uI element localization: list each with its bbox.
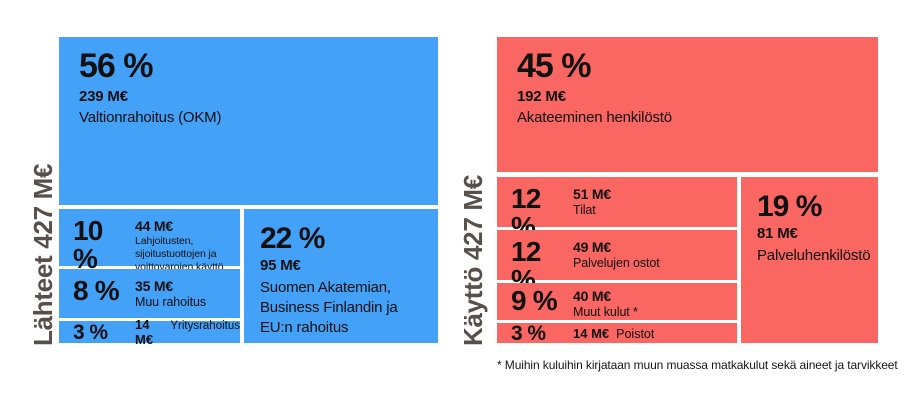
treemap-cell-yritysrahoitus: 3 % 14 M€ Yritysrahoitus	[59, 317, 240, 347]
cell-label: Valtionrahoitus (OKM)	[79, 108, 222, 126]
cell-value: 35 M€	[135, 278, 173, 294]
treemap-cell-tilat: 12 % 51 M€ Tilat	[497, 177, 737, 241]
cell-percent: 19 %	[757, 190, 822, 223]
cell-label: Muut kulut *	[573, 305, 638, 319]
treemap-cell-palvelujen-ostot: 12 % 49 M€ Palvelujen ostot	[497, 230, 737, 294]
treemap-cell-poistot: 3 % 14 M€ Poistot	[497, 321, 737, 345]
cell-value: 14 M€	[135, 317, 154, 347]
cell-label: Tilat	[573, 203, 596, 217]
cell-percent: 9 %	[511, 285, 558, 316]
cell-body: 40 M€ Muut kulut *	[571, 287, 638, 320]
cell-body: 51 M€ Tilat	[571, 185, 611, 218]
cell-body: 35 M€ Muu rahoitus	[133, 277, 206, 310]
usage-treemap: 45 % 192 M€ Akateeminen henkilöstö 12 % …	[497, 37, 878, 345]
treemap-cell-muut-kulut: 9 % 40 M€ Muut kulut *	[497, 283, 737, 320]
cell-percent: 56 %	[79, 47, 154, 85]
cell-percent: 10 %	[73, 215, 103, 274]
cell-body: 44 M€ Lahjoitusten, sijoitustuottojen ja…	[133, 217, 234, 273]
cell-value: 95 M€	[260, 256, 301, 274]
cell-label: Palvelujen ostot	[573, 256, 660, 270]
treemap-cell-palveluhenkilosto: 19 % 81 M€ Palveluhenkilöstö	[741, 177, 878, 343]
treemap-cell-muu-rahoitus: 8 % 35 M€ Muu rahoitus	[59, 269, 240, 318]
cell-percent: 12 %	[511, 183, 541, 242]
cell-percent: 22 %	[260, 222, 325, 255]
cell-value: 51 M€	[573, 186, 611, 202]
cell-body: 49 M€ Palvelujen ostot	[571, 238, 660, 271]
cell-value: 40 M€	[573, 288, 611, 304]
cell-label: Yritysrahoitus	[170, 320, 240, 332]
cell-percent: 3 %	[511, 321, 546, 345]
cell-label: Palveluhenkilöstö	[757, 246, 871, 264]
cell-label: Lahjoitusten, sijoitustuottojen ja voitt…	[135, 235, 224, 273]
cell-label: Muu rahoitus	[135, 295, 207, 309]
cell-percent: 8 %	[73, 275, 120, 306]
cell-percent: 3 %	[73, 320, 108, 344]
treemap-cell-valtionrahoitus: 56 % 239 M€ Valtionrahoitus (OKM)	[59, 37, 438, 205]
cell-label: Akateeminen henkilöstö	[517, 108, 672, 126]
treemap-cell-akateeminen-henkilosto: 45 % 192 M€ Akateeminen henkilöstö	[497, 37, 878, 172]
usage-axis-title: Käyttö 427 M€	[458, 175, 488, 346]
cell-value: 44 M€	[135, 218, 173, 234]
sources-treemap: 56 % 239 M€ Valtionrahoitus (OKM) 10 % 4…	[59, 37, 438, 347]
cell-label: Suomen Akatemian, Business Finlandin ja …	[260, 278, 398, 337]
cell-label: Poistot	[616, 326, 655, 341]
cell-value: 239 M€	[79, 87, 128, 105]
sources-axis-title: Lähteet 427 M€	[28, 163, 58, 346]
treemap-cell-lahjoitukset: 10 % 44 M€ Lahjoitusten, sijoitustuottoj…	[59, 209, 240, 273]
cell-value: 192 M€	[517, 87, 566, 105]
cell-value: 14 M€	[573, 325, 610, 341]
footnote: * Muihin kuluihin kirjataan muun muassa …	[497, 358, 898, 372]
cell-body: 14 M€ Poistot	[571, 326, 654, 341]
treemap-cell-akatemia-bf-eu: 22 % 95 M€ Suomen Akatemian, Business Fi…	[244, 209, 438, 343]
cell-body: 14 M€ Yritysrahoitus	[133, 317, 240, 347]
cell-percent: 45 %	[517, 47, 592, 85]
cell-value: 81 M€	[757, 224, 798, 242]
cell-value: 49 M€	[573, 239, 611, 255]
